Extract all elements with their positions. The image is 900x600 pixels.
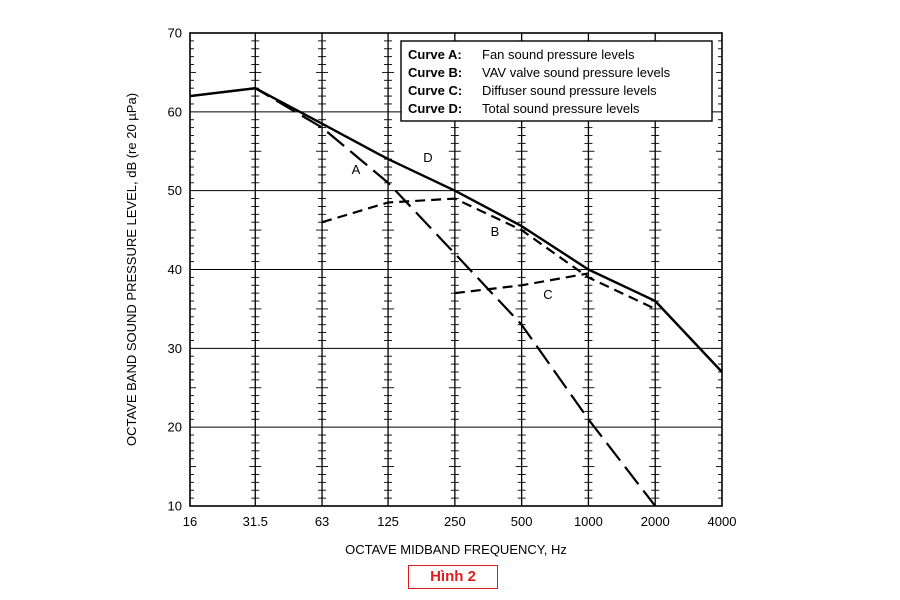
curve-label-c: C — [543, 287, 552, 302]
series-line-d — [189, 87, 723, 373]
x-tick-label: 63 — [315, 514, 329, 529]
legend-key: Curve A: — [408, 47, 462, 62]
x-tick-label: 16 — [183, 514, 197, 529]
x-tick-label: 500 — [511, 514, 533, 529]
x-tick-label: 250 — [444, 514, 466, 529]
series-line-b — [321, 197, 656, 310]
x-tick-label: 1000 — [574, 514, 603, 529]
y-tick-label: 70 — [168, 26, 182, 41]
y-tick-label: 40 — [168, 262, 182, 277]
y-tick-labels: 10 20 30 40 50 60 70 — [168, 26, 182, 514]
y-tick-label: 20 — [168, 420, 182, 435]
figure-caption: Hình 2 — [408, 565, 498, 589]
curve-label-a: A — [352, 162, 361, 177]
legend-box — [400, 40, 713, 122]
x-tick-label: 2000 — [641, 514, 670, 529]
x-tick-label: 125 — [377, 514, 399, 529]
legend: Curve A: Fan sound pressure levels Curve B… — [400, 40, 713, 122]
x-tick-label: 4000 — [708, 514, 737, 529]
legend-key: Curve C: — [408, 83, 462, 98]
legend-entry: VAV valve sound pressure levels — [482, 65, 671, 80]
x-axis-label: OCTAVE MIDBAND FREQUENCY, Hz — [345, 542, 567, 557]
legend-entry: Diffuser sound pressure levels — [482, 83, 657, 98]
curve-label-d: D — [423, 150, 432, 165]
curve-label-b: B — [491, 224, 500, 239]
y-tick-label: 50 — [168, 183, 182, 198]
legend-entry: Fan sound pressure levels — [482, 47, 635, 62]
x-tick-labels: 16 31.5 63 125 250 500 1000 2000 4000 — [183, 514, 737, 529]
legend-key: Curve B: — [408, 65, 462, 80]
y-tick-label: 60 — [168, 104, 182, 119]
series-line-c — [454, 272, 589, 295]
y-tick-label: 30 — [168, 341, 182, 356]
x-tick-label: 31.5 — [243, 514, 268, 529]
legend-key: Curve D: — [408, 101, 462, 116]
y-axis-label: OCTAVE BAND SOUND PRESSURE LEVEL, dB (re… — [124, 93, 139, 446]
y-tick-label: 10 — [168, 499, 182, 514]
legend-entry: Total sound pressure levels — [482, 101, 640, 116]
